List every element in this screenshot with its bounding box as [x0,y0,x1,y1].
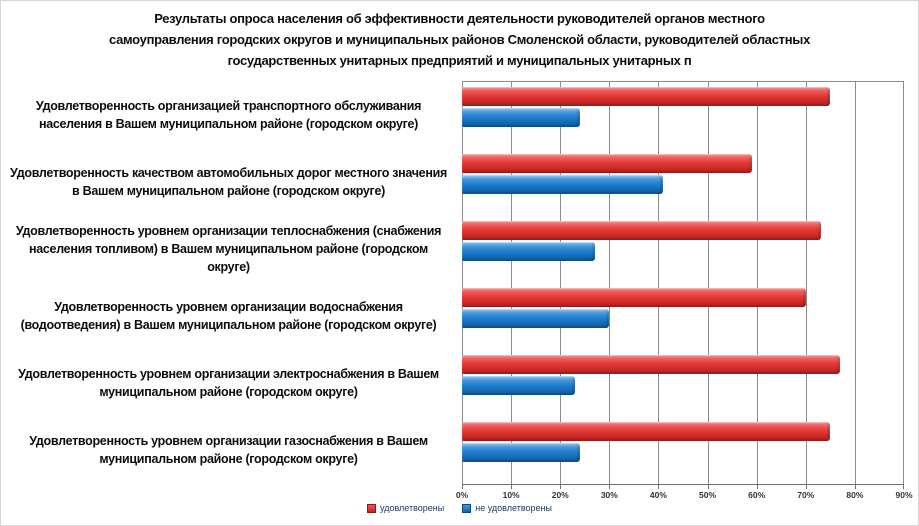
x-axis-label: 40% [649,490,667,500]
axis-tick [854,484,856,489]
bar-satisfied [462,87,831,106]
axis-tick [903,484,904,489]
gridline [707,82,709,484]
bar-dissatisfied [462,242,595,261]
category-label: Удовлетворенность организацией транспорт… [35,98,422,131]
x-axis-label: 60% [748,490,766,500]
category-label: Удовлетворенность уровнем организации те… [15,223,442,274]
x-axis-label: 30% [600,490,618,500]
axis-tick [462,484,463,489]
legend-label-satisfied: удовлетворены [380,503,445,513]
chart-legend: удовлетворены не удовлетворены [1,503,918,513]
x-axis-label: 0% [455,490,469,500]
legend-swatch-satisfied-icon [367,503,376,513]
category-row [462,350,904,417]
bar-satisfied [462,355,841,374]
bar-dissatisfied [462,376,575,395]
gridline [805,82,807,484]
x-axis-label: 90% [895,490,913,500]
bar-dissatisfied [462,309,610,328]
bar-satisfied [462,422,831,441]
axis-tick [560,484,562,489]
category-label: Удовлетворенность уровнем организации во… [20,299,437,332]
category-row [462,283,904,350]
gridline [560,82,562,484]
category-label: Удовлетворенность качеством автомобильны… [10,165,447,198]
bar-dissatisfied [462,443,580,462]
x-axis-label: 20% [551,490,569,500]
chart-title-line: Результаты опроса населения об эффективн… [154,11,765,26]
legend-item-satisfied: удовлетворены [367,503,444,513]
chart-title: Результаты опроса населения об эффективн… [1,8,918,71]
legend-item-dissatisfied: не удовлетворены [462,503,552,513]
category-label: Удовлетворенность уровнем организации эл… [18,366,439,399]
axis-tick [658,484,660,489]
gridline [511,82,513,484]
gridline [756,82,758,484]
bar-satisfied [462,221,821,240]
gridline [462,82,463,484]
legend-label-dissatisfied: не удовлетворены [475,503,552,513]
gridline [658,82,660,484]
bar-dissatisfied [462,175,664,194]
category-label: Удовлетворенность уровнем организации га… [29,433,428,466]
x-axis-label: 50% [699,490,717,500]
category-row [462,417,904,484]
bar-dissatisfied [462,108,580,127]
axis-tick [707,484,709,489]
category-axis: Удовлетворенность организацией транспорт… [1,81,455,483]
category-row [462,216,904,283]
gridline [609,82,611,484]
bar-satisfied [462,288,806,307]
bar-satisfied [462,154,752,173]
x-axis-label: 70% [797,490,815,500]
x-axis-label: 80% [846,490,864,500]
axis-tick [805,484,807,489]
chart-title-line: самоуправления городских округов и муниц… [109,32,810,47]
gridline [903,82,904,484]
axis-tick [756,484,758,489]
x-axis-label: 10% [502,490,520,500]
category-row [462,149,904,216]
legend-swatch-dissatisfied-icon [462,503,472,513]
category-row [462,82,904,149]
plot-area: 0% 10% 20% 30% 40% 50% 60% 70% 80% 90% [456,81,913,500]
chart-title-line: государственных унитарных предприятий и … [227,53,692,68]
axis-tick [511,484,513,489]
axis-tick [609,484,611,489]
gridline [854,82,856,484]
